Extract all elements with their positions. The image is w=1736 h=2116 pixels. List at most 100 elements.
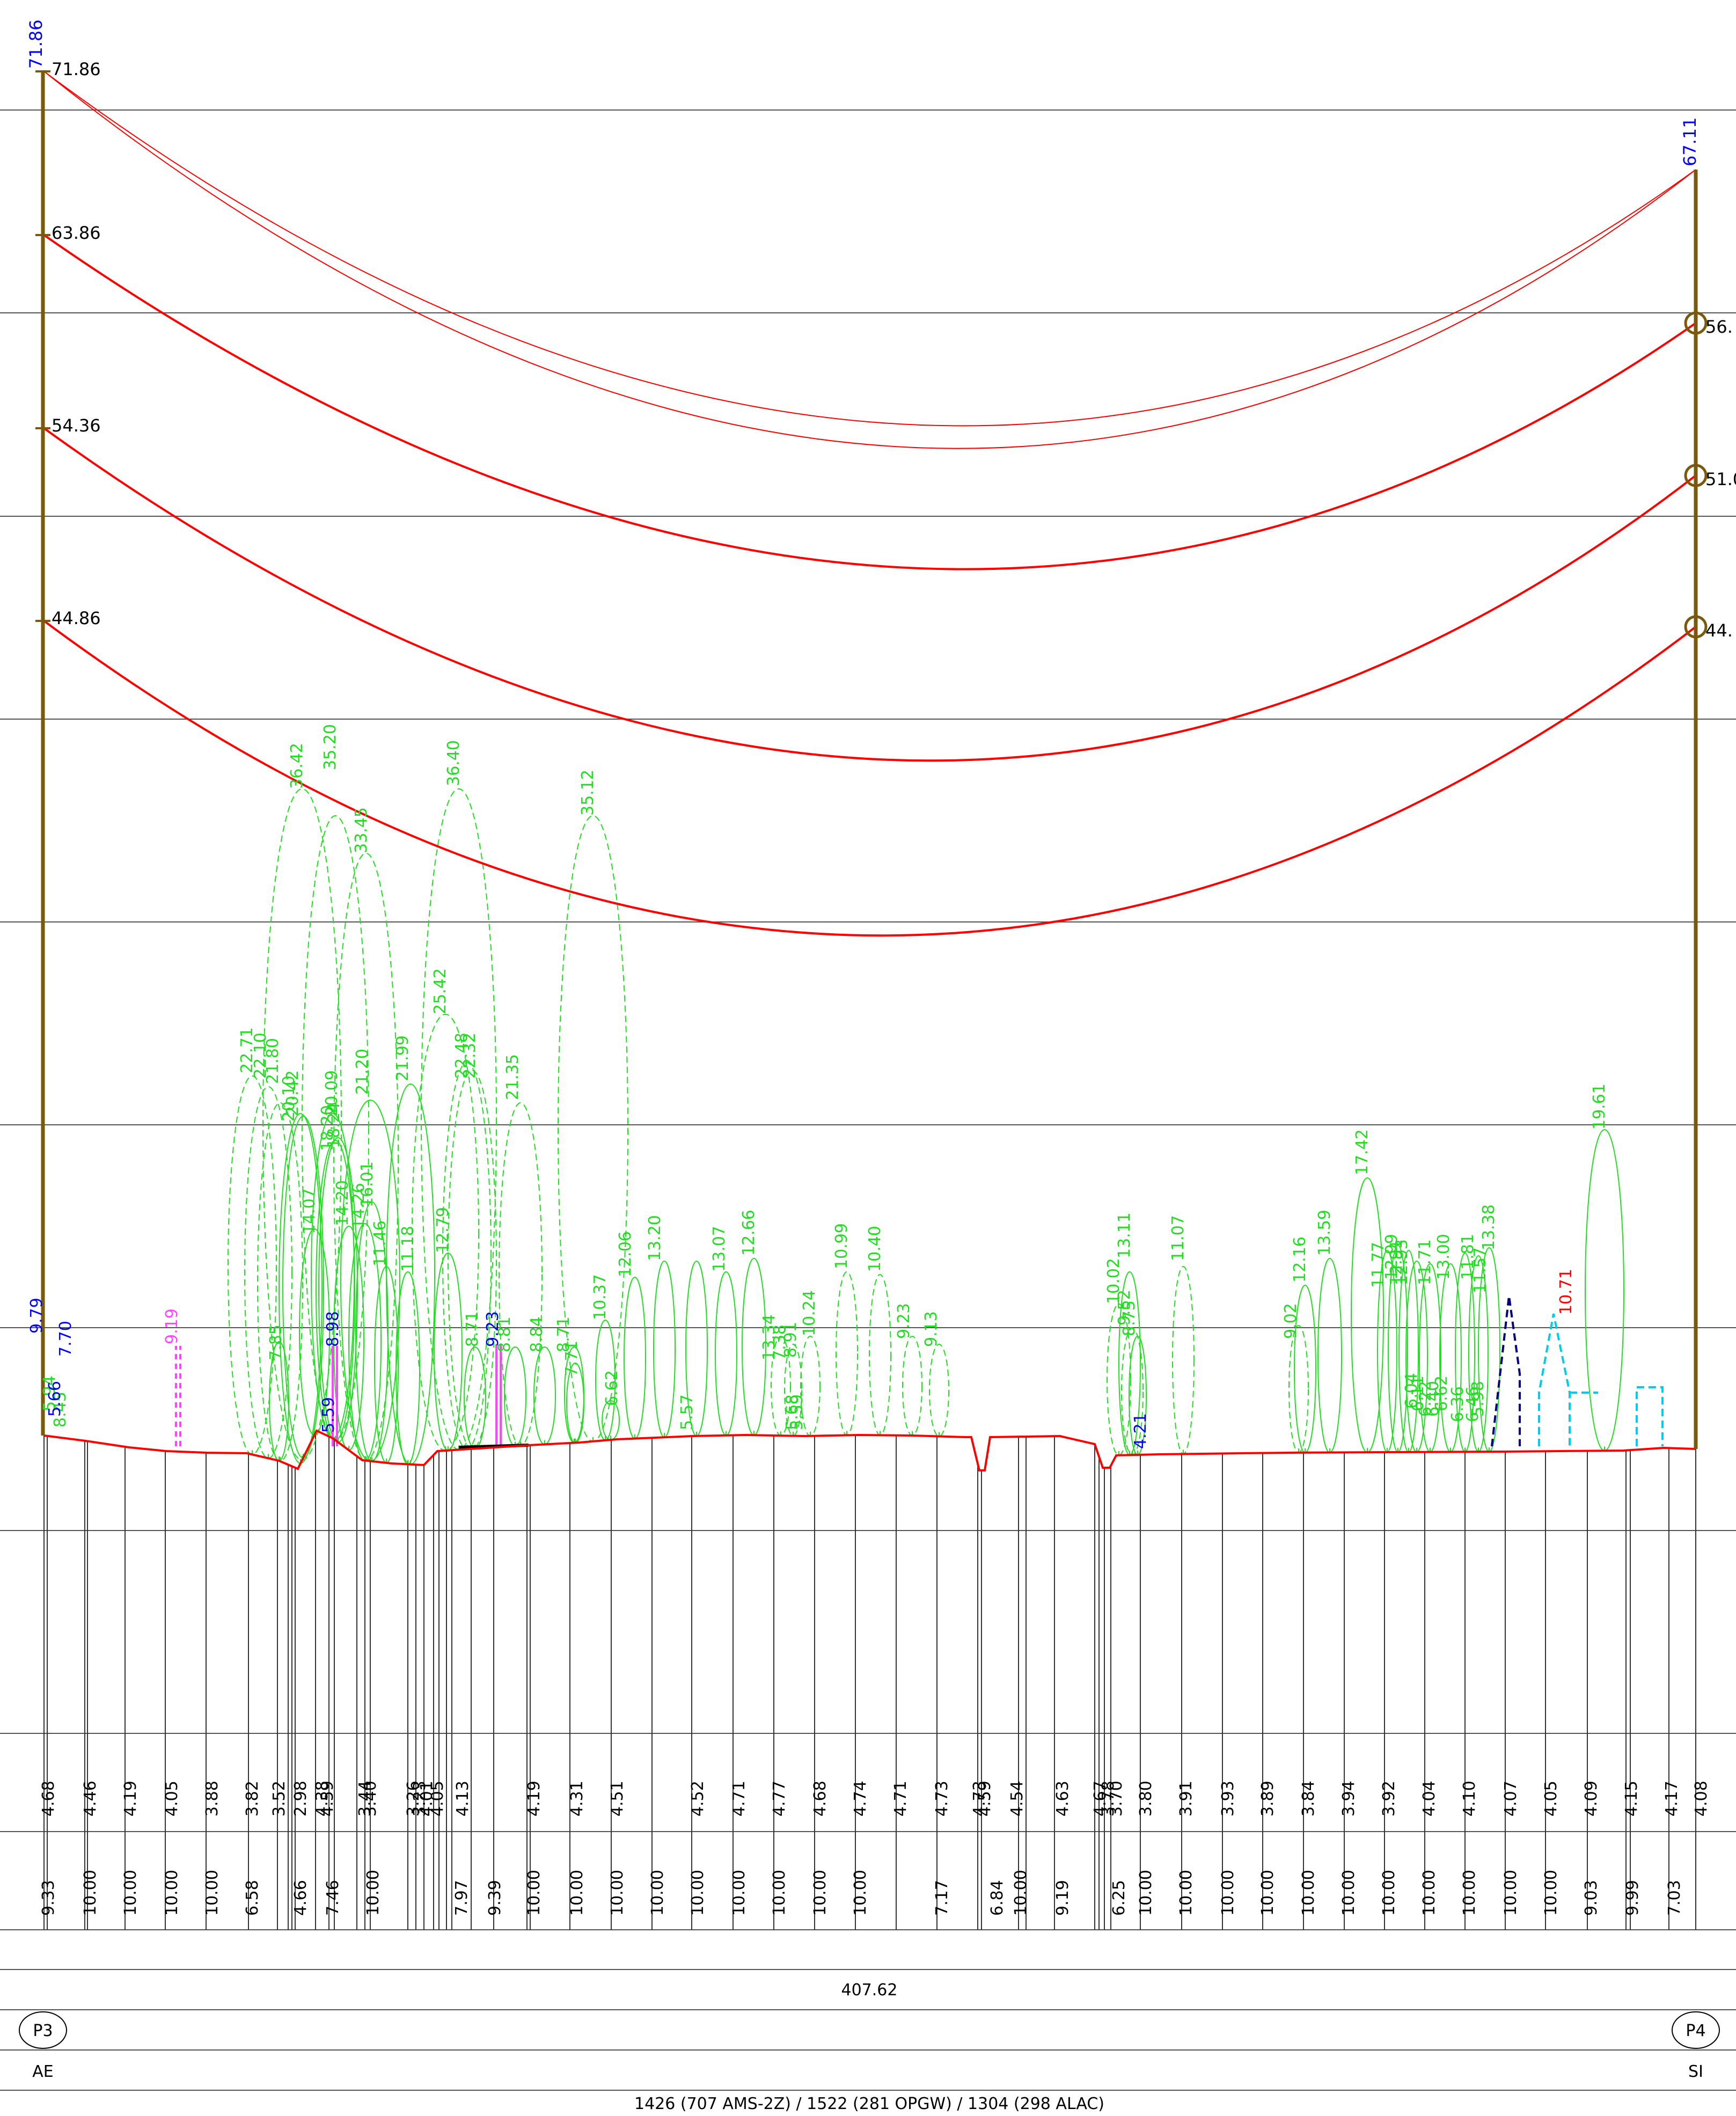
tree-height-label: 11.71 <box>1416 1239 1434 1285</box>
station-value-row1: 3.93 <box>1219 1781 1237 1817</box>
conductor-phase-2 <box>43 427 1697 762</box>
tree-height-label: 21.20 <box>353 1049 372 1095</box>
tree-height-label: 20.09 <box>323 1070 341 1116</box>
station-value-row1: 4.68 <box>39 1781 58 1817</box>
right-attach-label-2: 51.0 <box>1705 469 1736 489</box>
station-value-row2: 7.03 <box>1665 1880 1684 1916</box>
station-value-row2: 10.00 <box>1137 1870 1155 1916</box>
tree-height-label: 6.04 <box>1402 1373 1421 1409</box>
obstacle-height-label-red: 10.71 <box>1557 1269 1576 1315</box>
station-value-row1: 4.17 <box>1662 1781 1681 1817</box>
station-value-row1: 4.05 <box>428 1781 447 1817</box>
tree-height-label: 12.91 <box>1387 1239 1406 1285</box>
insulator-ring-1 <box>1684 311 1708 335</box>
tree-height-label: 13.20 <box>646 1215 664 1261</box>
tower-tag-right[interactable]: P4 <box>1672 2011 1720 2049</box>
station-value-row2: 9.33 <box>39 1880 58 1916</box>
tree-height-label: 7.71 <box>562 1341 581 1377</box>
tree-height-label: 20.42 <box>283 1070 302 1116</box>
station-value-row1: 4.63 <box>1053 1781 1072 1817</box>
tree-height-label: 17.42 <box>1353 1129 1372 1175</box>
height-labels: 36.42 35.20 33.45 36.40 35.12 25.42 22.7122.10… <box>27 724 1609 1449</box>
station-value-row1: 4.13 <box>453 1781 472 1817</box>
station-value-row1: 4.09 <box>1582 1781 1601 1817</box>
tree-height-label: 9.52 <box>1115 1290 1134 1326</box>
tree-height-label: 8.81 <box>495 1316 514 1352</box>
station-value-row1: 2.98 <box>291 1781 310 1817</box>
station-value-row1: 4.52 <box>688 1781 707 1817</box>
cyan-obstacle-outline-1 <box>1538 1313 1598 1446</box>
tree-canopy <box>1317 1258 1342 1453</box>
obstacle-height-label: 5.66 <box>46 1381 64 1417</box>
station-value-row1: 4.19 <box>121 1781 140 1817</box>
tree-canopy <box>1172 1266 1195 1455</box>
obstacle-height-label: 5.59 <box>319 1397 338 1433</box>
station-value-row2: 10.00 <box>811 1870 830 1916</box>
station-value-row1: 4.54 <box>1008 1781 1027 1817</box>
tree-height-label: 5.98 <box>1469 1381 1488 1417</box>
station-value-row1: 4.01 <box>417 1781 436 1817</box>
tree-canopy <box>504 1346 526 1447</box>
tree-canopy <box>784 1344 802 1437</box>
station-value-row1: 3.26 <box>404 1781 423 1817</box>
tree-height-label: 22.48 <box>452 1033 471 1079</box>
station-value-rows: 4.68 4.46 4.19 4.05 3.88 3.82 3.52 2.98 4.384.59… <box>39 1781 1711 1916</box>
tree-height-label: 12.93 <box>1393 1239 1411 1285</box>
station-value-row2: 10.00 <box>1177 1870 1196 1916</box>
tree-canopy <box>836 1271 858 1436</box>
tree-height-label: 6.46 <box>1463 1386 1482 1422</box>
station-value-row1: 3.91 <box>1177 1781 1196 1817</box>
station-value-row2: 10.00 <box>1501 1870 1520 1916</box>
tree-height-label: 8.71 <box>554 1316 573 1352</box>
tree-height-label: 14.07 <box>300 1188 319 1234</box>
right-attach-label-1: 56. <box>1705 317 1733 337</box>
tree-height-label: 10.99 <box>832 1223 851 1269</box>
station-value-row1: 4.07 <box>1501 1781 1520 1817</box>
station-value-row1: 4.73 <box>933 1781 951 1817</box>
tree-canopy <box>442 1062 492 1450</box>
tree-height-label: 13.38 <box>1479 1204 1498 1250</box>
station-value-row1: 4.68 <box>811 1781 830 1817</box>
station-value-row1: 3.40 <box>361 1781 380 1817</box>
tree-height-label: 5.94 <box>40 1375 59 1411</box>
tree-height-label: 12.79 <box>434 1207 452 1253</box>
left-tower-top-label: 71.86 <box>26 19 46 69</box>
obstacle-height-label: 8.98 <box>324 1311 342 1347</box>
navy-obstacle-outline <box>1491 1295 1521 1447</box>
tree-height-label: 36.42 <box>288 743 306 789</box>
tree-canopy <box>434 1253 463 1451</box>
tree-height-label: 18.24 <box>325 1102 343 1148</box>
tree-height-label: 21.80 <box>263 1038 282 1084</box>
tree-height-label: 10.02 <box>1104 1258 1123 1304</box>
tree-height-label: 8.75 <box>1120 1300 1139 1336</box>
station-value-row2: 10.00 <box>163 1870 181 1916</box>
station-value-row2: 9.39 <box>486 1880 504 1916</box>
tree-canopy <box>929 1344 949 1437</box>
station-value-row1: 3.52 <box>270 1781 289 1817</box>
tree-height-label: 10.24 <box>800 1290 819 1336</box>
station-value-row2: 7.97 <box>452 1880 471 1916</box>
tree-height-label: 7.38 <box>771 1324 789 1360</box>
station-value-row1: 4.67 <box>1091 1781 1110 1817</box>
tower-tag-left[interactable]: P3 <box>19 2011 67 2049</box>
span-length: 407.62 <box>841 1981 898 2000</box>
tree-height-label: 8.91 <box>781 1322 800 1358</box>
tree-canopy <box>902 1336 922 1436</box>
station-value-row2: 10.00 <box>648 1870 667 1916</box>
tree-height-label: 6.22 <box>1416 1381 1435 1417</box>
station-value-row2: 9.99 <box>1623 1880 1642 1916</box>
tree-height-label: 19.61 <box>1590 1083 1609 1130</box>
station-value-row2: 10.00 <box>1420 1870 1439 1916</box>
tower-tag-left-label: P3 <box>33 2022 53 2040</box>
station-value-row1: 4.10 <box>1460 1781 1479 1817</box>
right-tower-top-label: 67.11 <box>1680 117 1700 166</box>
station-value-row1: 3.70 <box>1107 1781 1126 1817</box>
tree-height-label: 35.12 <box>578 770 597 816</box>
tree-height-label: 8.45 <box>51 1392 70 1427</box>
left-attach-label-2: 63.86 <box>52 223 101 243</box>
obstacle-height-label: 9.79 <box>27 1298 46 1334</box>
tree-height-label: 9.23 <box>895 1303 913 1339</box>
station-value-row1: 3.80 <box>1137 1781 1155 1817</box>
